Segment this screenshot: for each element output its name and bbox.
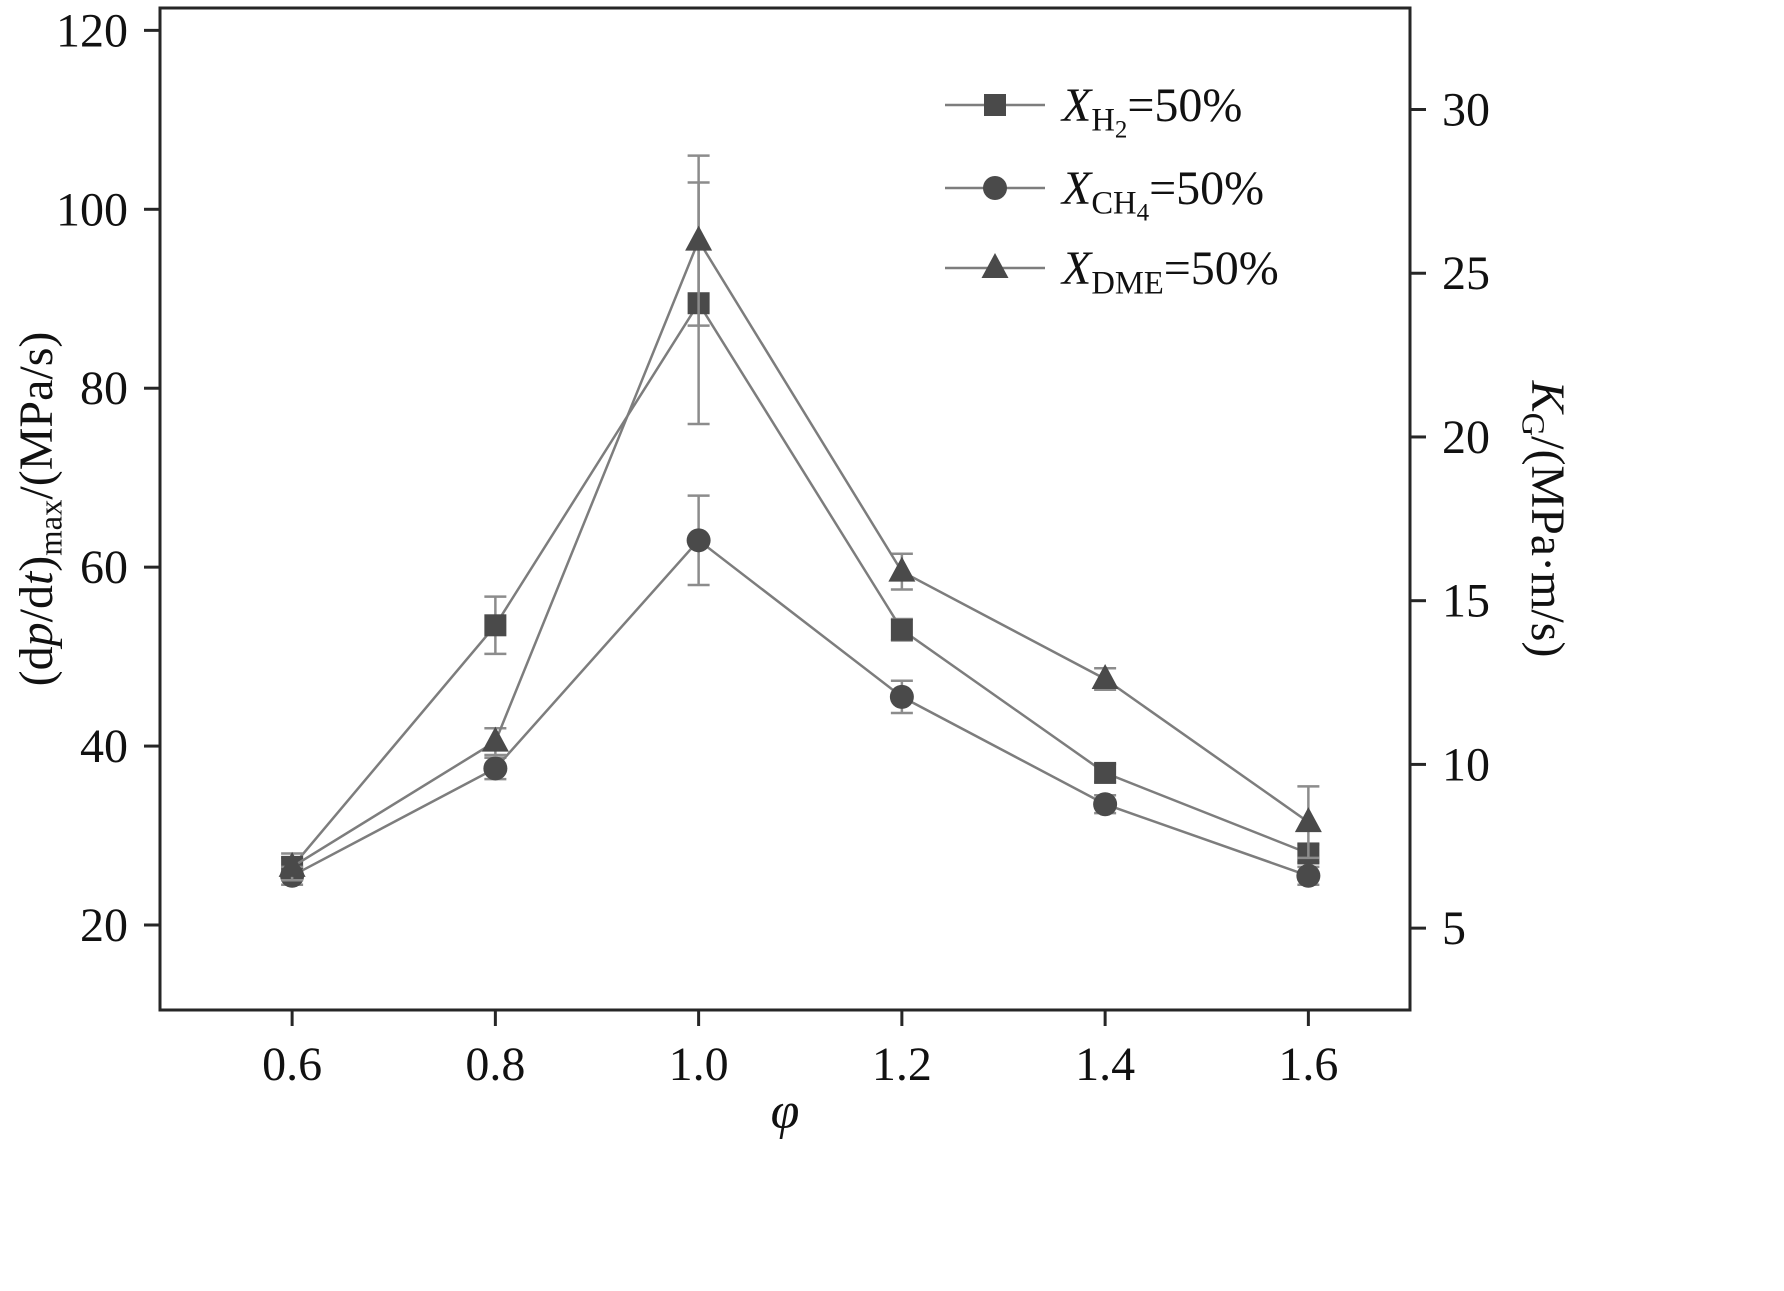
x-axis-tick-label: 1.4 [1075, 1038, 1135, 1091]
axes: 20 40 60 80 100 120 5 10 15 20 25 30 0.6 0.8 1.0 1.2 1.4… [56, 4, 1490, 1091]
y-axis-right-tick-label: 10 [1442, 738, 1490, 791]
x-axis-tick-label: 1.2 [872, 1038, 932, 1091]
data-point [1296, 863, 1321, 888]
data-point [484, 614, 507, 637]
series-line [291, 300, 1309, 868]
y-axis-left-tick-label: 60 [80, 541, 128, 594]
y-axis-left-tick-label: 20 [80, 899, 128, 952]
legend-marker-square [984, 94, 1006, 116]
data-point [1294, 807, 1322, 833]
plot-frame [158, 6, 1412, 1012]
data-point [889, 684, 914, 709]
y-axis-right-tick-label: 25 [1442, 247, 1490, 300]
series-triangle [278, 154, 1322, 882]
legend-label: XDME=50% [1060, 242, 1279, 302]
legend-label: XH2=50% [1060, 79, 1242, 143]
series-line [291, 237, 1310, 868]
x-axis-title: φ [771, 1083, 800, 1140]
series-line [291, 538, 1309, 877]
data-point [1091, 663, 1119, 689]
legend-entry: XH2=50% [945, 79, 1242, 143]
y-axis-right-tick-label: 5 [1442, 902, 1466, 955]
data-point [278, 851, 306, 877]
data-point [888, 556, 916, 582]
y-axis-right-title: KG/(MPa·m/s) [1514, 380, 1574, 658]
y-axis-left-tick-label: 80 [80, 362, 128, 415]
data-point [685, 225, 713, 251]
x-axis-tick-label: 1.0 [669, 1038, 729, 1091]
legend-entry: XCH4=50% [945, 162, 1264, 226]
data-point [481, 726, 509, 752]
legend-marker-circle [983, 176, 1007, 200]
series-circle [280, 494, 1321, 888]
y-axis-right-tick-label: 30 [1442, 84, 1490, 137]
y-axis-left-title: (dp/dt)max/(MPa/s) [10, 332, 70, 687]
y-axis-left-tick-label: 120 [56, 4, 128, 57]
data-point [1094, 761, 1117, 784]
x-axis-tick-label: 0.6 [262, 1038, 322, 1091]
x-axis-tick-label: 1.6 [1278, 1038, 1338, 1091]
legend: XH2=50% XCH4=50% XDME=50% [945, 79, 1279, 302]
y-axis-right-tick-label: 20 [1442, 411, 1490, 464]
legend-entry: XDME=50% [945, 242, 1279, 302]
legend-label: XCH4=50% [1060, 162, 1264, 226]
legend-marker-triangle [981, 253, 1009, 278]
y-axis-right-tick-label: 15 [1442, 575, 1490, 628]
x-axis-tick-label: 0.8 [465, 1038, 525, 1091]
data-point [1093, 792, 1118, 817]
data-point [890, 618, 913, 641]
data-point [686, 528, 711, 553]
y-axis-left-tick-label: 100 [56, 183, 128, 236]
y-axis-left-tick-label: 40 [80, 720, 128, 773]
data-point [483, 756, 508, 781]
